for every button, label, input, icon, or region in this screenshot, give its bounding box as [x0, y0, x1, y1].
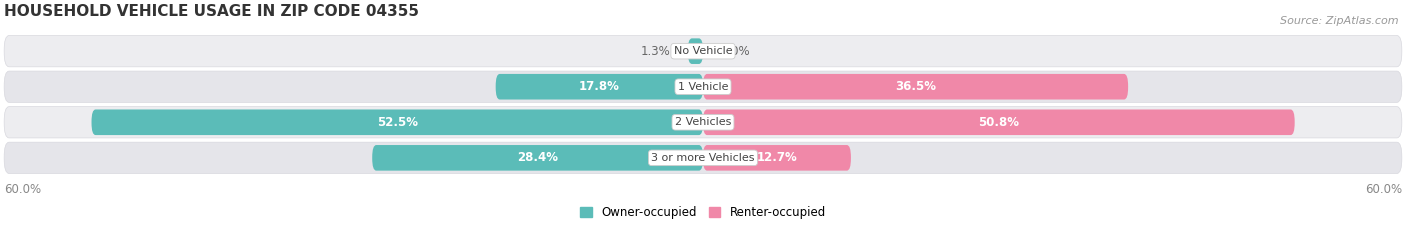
Text: No Vehicle: No Vehicle	[673, 46, 733, 56]
Text: 17.8%: 17.8%	[579, 80, 620, 93]
Text: 50.8%: 50.8%	[979, 116, 1019, 129]
FancyBboxPatch shape	[703, 145, 851, 171]
FancyBboxPatch shape	[703, 74, 1128, 99]
FancyBboxPatch shape	[4, 107, 1402, 138]
FancyBboxPatch shape	[4, 35, 1402, 67]
Text: 1.3%: 1.3%	[641, 45, 671, 58]
Text: 0.0%: 0.0%	[720, 45, 749, 58]
FancyBboxPatch shape	[4, 71, 1402, 102]
Text: 28.4%: 28.4%	[517, 151, 558, 164]
Text: Source: ZipAtlas.com: Source: ZipAtlas.com	[1281, 16, 1399, 26]
FancyBboxPatch shape	[496, 74, 703, 99]
Legend: Owner-occupied, Renter-occupied: Owner-occupied, Renter-occupied	[575, 201, 831, 223]
FancyBboxPatch shape	[703, 110, 1295, 135]
Text: 1 Vehicle: 1 Vehicle	[678, 82, 728, 92]
FancyBboxPatch shape	[688, 38, 703, 64]
FancyBboxPatch shape	[91, 110, 703, 135]
FancyBboxPatch shape	[373, 145, 703, 171]
Text: 60.0%: 60.0%	[4, 183, 41, 196]
Text: HOUSEHOLD VEHICLE USAGE IN ZIP CODE 04355: HOUSEHOLD VEHICLE USAGE IN ZIP CODE 0435…	[4, 4, 419, 19]
Text: 36.5%: 36.5%	[896, 80, 936, 93]
Text: 12.7%: 12.7%	[756, 151, 797, 164]
Text: 52.5%: 52.5%	[377, 116, 418, 129]
Text: 60.0%: 60.0%	[1365, 183, 1402, 196]
Text: 3 or more Vehicles: 3 or more Vehicles	[651, 153, 755, 163]
Text: 2 Vehicles: 2 Vehicles	[675, 117, 731, 127]
FancyBboxPatch shape	[4, 142, 1402, 174]
